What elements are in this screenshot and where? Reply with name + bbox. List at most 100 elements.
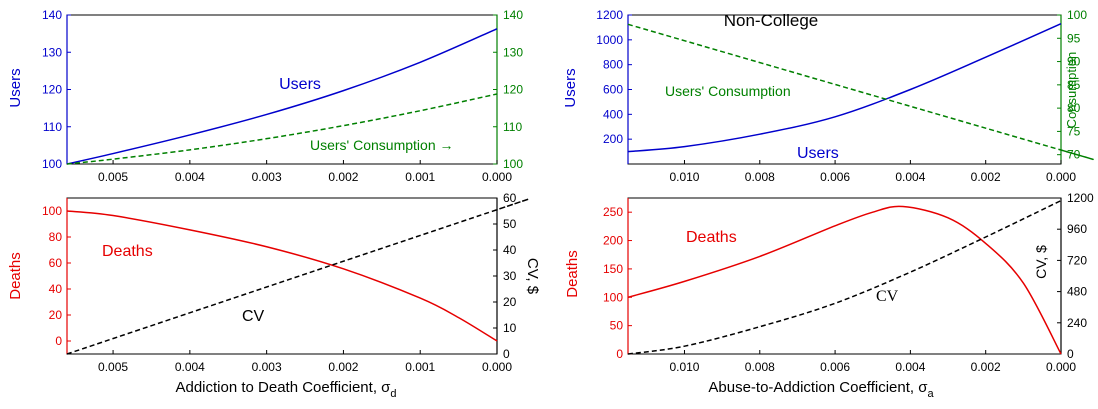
- series-line-solid: [66, 28, 498, 165]
- y-right-tick-label: 0: [503, 347, 510, 361]
- y-left-tick-label: 1000: [596, 33, 623, 47]
- x-tick-label: 0.002: [328, 360, 358, 374]
- x-tick-label: 0.003: [252, 170, 282, 184]
- y-right-tick-label: 0: [1067, 347, 1074, 361]
- y-left-tick-label: 50: [610, 319, 624, 333]
- y-right-tick-label: 75: [1067, 124, 1081, 138]
- x-tick-label: 0.002: [971, 360, 1001, 374]
- y-left-tick-label: 80: [49, 230, 63, 244]
- y-left-label: Users: [562, 68, 579, 107]
- series-line-dashed: [66, 93, 498, 165]
- y-right-tick-label: 20: [503, 295, 517, 309]
- y-right-label: CV, $: [524, 258, 541, 295]
- x-tick-label: 0.004: [175, 360, 205, 374]
- deaths-cv-panel: Deaths CV, $ Deaths CV Addiction to Deat…: [7, 191, 541, 400]
- y-left-tick-label: 250: [603, 205, 623, 219]
- x-tick-label: 0.002: [971, 170, 1001, 184]
- x-tick-label: 0.010: [669, 360, 699, 374]
- series-line-solid: [66, 210, 498, 342]
- y-right-tick-label: 1200: [1067, 191, 1094, 205]
- x-tick-label: 0.000: [1046, 170, 1076, 184]
- y-left-tick-label: 600: [603, 83, 623, 97]
- y-left-tick-label: 0: [55, 334, 62, 348]
- y-left-tick-label: 400: [603, 107, 623, 121]
- y-left-tick-label: 120: [42, 83, 62, 97]
- plot-frame: [66, 197, 498, 355]
- annotation-users-consumption: Users' Consumption →: [310, 137, 454, 153]
- x-axis-label: Abuse-to-Addiction Coefficient, σa: [708, 379, 934, 400]
- x-tick-label: 0.000: [482, 170, 512, 184]
- y-left-tick-label: 60: [49, 256, 63, 270]
- y-right-tick-label: 100: [1067, 8, 1087, 22]
- annotation-cv: CV: [242, 308, 265, 325]
- y-right-tick-label: 120: [503, 83, 523, 97]
- y-right-tick-label: 95: [1067, 31, 1081, 45]
- annotation-deaths: Deaths: [102, 243, 153, 260]
- y-left-tick-label: 0: [616, 347, 623, 361]
- series-line-solid: [627, 205, 1062, 355]
- y-left-tick-label: 200: [603, 234, 623, 248]
- y-right-tick-label: 720: [1067, 253, 1087, 267]
- y-left-label: Deaths: [7, 252, 24, 300]
- y-right-tick-label: 85: [1067, 78, 1081, 92]
- x-tick-label: 0.003: [252, 360, 282, 374]
- annotation-users: Users: [279, 76, 321, 93]
- y-right-tick-label: 100: [503, 157, 523, 171]
- y-right-tick-label: 240: [1067, 316, 1087, 330]
- y-left-tick-label: 40: [49, 282, 63, 296]
- x-tick-label: 0.001: [405, 360, 435, 374]
- y-left-tick-label: 130: [42, 45, 62, 59]
- non-college-deaths-panel: Deaths CV, $ Deaths CV Abuse-to-Addictio…: [564, 191, 1094, 400]
- annotation-users: Users: [797, 145, 839, 162]
- x-tick-label: 0.005: [98, 170, 128, 184]
- y-left-label: Users: [7, 68, 24, 107]
- x-tick-label: 0.000: [1046, 360, 1076, 374]
- series-line-dashed: [627, 23, 1094, 161]
- y-right-tick-label: 40: [503, 243, 517, 257]
- y-left-tick-label: 200: [603, 132, 623, 146]
- y-right-tick-label: 140: [503, 8, 523, 22]
- y-left-tick-label: 150: [603, 262, 623, 276]
- x-tick-label: 0.004: [895, 170, 925, 184]
- x-tick-label: 0.002: [328, 170, 358, 184]
- y-right-label: CV, $: [1033, 245, 1049, 279]
- y-left-tick-label: 1200: [596, 8, 623, 22]
- annotation-users-consumption: Users' Consumption: [665, 83, 791, 99]
- panel-title: Non-College: [724, 11, 819, 30]
- y-left-tick-label: 800: [603, 58, 623, 72]
- x-tick-label: 0.004: [895, 360, 925, 374]
- y-right-tick-label: 960: [1067, 222, 1087, 236]
- y-left-tick-label: 20: [49, 308, 63, 322]
- x-tick-label: 0.006: [820, 170, 850, 184]
- annotation-deaths: Deaths: [686, 229, 737, 246]
- y-right-tick-label: 110: [503, 120, 522, 134]
- x-tick-label: 0.006: [820, 360, 850, 374]
- series-line-solid: [627, 23, 1062, 153]
- y-left-tick-label: 140: [42, 8, 62, 22]
- y-right-label: Consumption: [1064, 52, 1079, 129]
- non-college-users-panel: Non-College Users Consumption Users' Con…: [562, 8, 1094, 184]
- users-consumption-panel: Users Users Users' Consumption → 0.005 0.…: [7, 8, 523, 184]
- annotation-cv: CV: [876, 288, 899, 305]
- x-tick-label: 0.008: [745, 360, 775, 374]
- x-tick-label: 0.000: [482, 360, 512, 374]
- y-right-tick-label: 50: [503, 217, 517, 231]
- series-line-dashed: [627, 199, 1062, 355]
- y-left-tick-label: 110: [43, 120, 62, 134]
- y-right-tick-label: 30: [503, 269, 517, 283]
- x-tick-label: 0.004: [175, 170, 205, 184]
- x-tick-label: 0.001: [405, 170, 435, 184]
- y-right-tick-label: 90: [1067, 55, 1081, 69]
- y-right-tick-label: 70: [1067, 148, 1081, 162]
- y-right-tick-label: 60: [503, 191, 517, 205]
- y-left-label: Deaths: [564, 250, 581, 298]
- series-line-dashed: [66, 198, 530, 355]
- y-right-tick-label: 80: [1067, 101, 1081, 115]
- x-axis-label: Addiction to Death Coefficient, σd: [175, 379, 396, 400]
- x-tick-label: 0.010: [669, 170, 699, 184]
- y-right-tick-label: 130: [503, 45, 523, 59]
- y-left-tick-label: 100: [42, 204, 62, 218]
- x-tick-label: 0.008: [745, 170, 775, 184]
- y-right-tick-label: 10: [503, 321, 517, 335]
